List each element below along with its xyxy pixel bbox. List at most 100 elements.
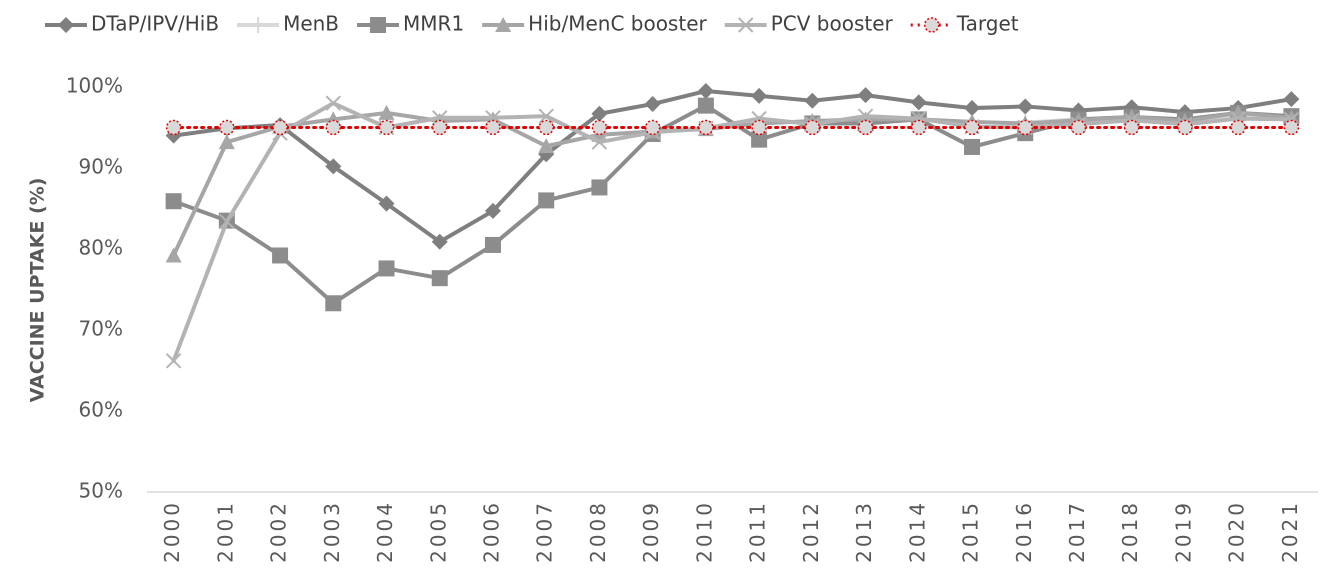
y-tick-label: 90%: [79, 155, 123, 179]
series-line: [171, 110, 1294, 258]
marker: [165, 353, 182, 369]
marker: [1283, 119, 1300, 136]
legend-item: MMR1: [357, 12, 464, 36]
marker: [591, 119, 608, 136]
y-axis-label: VACCINE UPTAKE (%): [27, 178, 49, 403]
marker: [591, 134, 608, 150]
marker: [911, 119, 927, 136]
x-tick-label: 2006: [479, 500, 503, 563]
marker: [378, 119, 395, 136]
series-line: [171, 103, 1294, 306]
marker: [165, 119, 182, 136]
marker: [484, 202, 501, 219]
x-tick-label: 2001: [213, 500, 237, 563]
y-tick-label: 50%: [79, 479, 123, 503]
x-tick-label: 2011: [746, 500, 770, 563]
legend-marker: [58, 17, 74, 33]
marker: [432, 119, 448, 136]
x-tick-label: 2012: [799, 500, 823, 563]
series-line: [171, 89, 1294, 245]
legend-item: DTaP/IPV/HiB: [45, 12, 219, 36]
marker: [485, 119, 501, 136]
marker: [644, 96, 661, 113]
x-tick-label: 2008: [586, 500, 610, 563]
x-tick-label: 2020: [1225, 500, 1249, 563]
legend-label: DTaP/IPV/HiB: [91, 12, 219, 36]
marker: [165, 247, 182, 263]
y-tick-label: 60%: [79, 398, 123, 422]
x-tick-label: 2002: [267, 500, 291, 563]
marker: [219, 119, 235, 136]
marker: [272, 119, 288, 136]
legend-label: MenB: [283, 12, 339, 36]
legend-item: PCV booster: [724, 12, 894, 36]
marker: [857, 108, 874, 124]
x-tick-label: 2018: [1118, 500, 1142, 563]
x-tick-label: 2004: [373, 500, 397, 563]
marker: [804, 119, 821, 136]
x-tick-label: 2021: [1278, 500, 1302, 563]
marker: [751, 119, 767, 136]
legend-item: Target: [910, 12, 1019, 36]
x-tick-label: 2009: [639, 500, 663, 563]
series: [165, 95, 1300, 369]
x-tick-label: 2015: [959, 500, 983, 563]
marker: [857, 87, 874, 104]
marker: [697, 97, 714, 114]
marker: [378, 260, 395, 277]
marker: [591, 105, 608, 122]
legend-label: PCV booster: [771, 12, 894, 36]
marker: [1070, 119, 1087, 136]
marker: [910, 94, 927, 111]
marker: [1017, 98, 1034, 115]
x-tick-label: 2019: [1171, 500, 1195, 563]
marker: [378, 104, 395, 120]
marker: [1017, 119, 1033, 136]
marker: [325, 119, 342, 136]
marker: [644, 119, 661, 136]
marker: [165, 193, 182, 210]
legend-label: Hib/MenC booster: [528, 12, 707, 36]
marker: [538, 192, 555, 209]
series-line: [171, 100, 1294, 363]
y-tick-label: 80%: [79, 236, 123, 260]
marker: [218, 134, 235, 150]
marker: [751, 87, 768, 104]
x-tick-label: 2017: [1065, 500, 1089, 563]
x-tick-label: 2003: [320, 500, 344, 563]
marker: [804, 92, 821, 109]
x-tick-label: 2007: [533, 500, 557, 563]
marker: [272, 247, 289, 264]
marker: [325, 95, 342, 111]
x-tick-label: 2005: [426, 500, 450, 563]
marker: [538, 108, 554, 124]
series: [165, 119, 1300, 136]
marker: [1177, 119, 1193, 136]
marker: [1283, 91, 1300, 108]
legend-label: Target: [956, 12, 1019, 36]
x-tick-label: 2013: [852, 500, 876, 563]
legend-marker: [495, 17, 512, 32]
marker: [484, 236, 501, 253]
marker: [964, 138, 981, 155]
marker: [538, 119, 554, 136]
y-tick-label: 100%: [66, 74, 123, 98]
marker: [1230, 104, 1247, 120]
marker: [325, 295, 342, 312]
marker: [538, 138, 555, 154]
y-tick-label: 70%: [79, 317, 123, 341]
marker: [1123, 119, 1140, 136]
x-tick-label: 2014: [905, 500, 929, 563]
marker: [857, 119, 874, 136]
legend-item: Hib/MenC booster: [482, 12, 707, 36]
x-tick-label: 2016: [1012, 500, 1036, 563]
legend-marker: [924, 17, 940, 33]
legend-marker: [370, 17, 387, 33]
marker: [431, 233, 448, 250]
series: [165, 83, 1300, 250]
marker: [591, 179, 608, 196]
legend-label: MMR1: [403, 12, 464, 36]
marker: [698, 119, 714, 136]
marker: [964, 119, 980, 136]
